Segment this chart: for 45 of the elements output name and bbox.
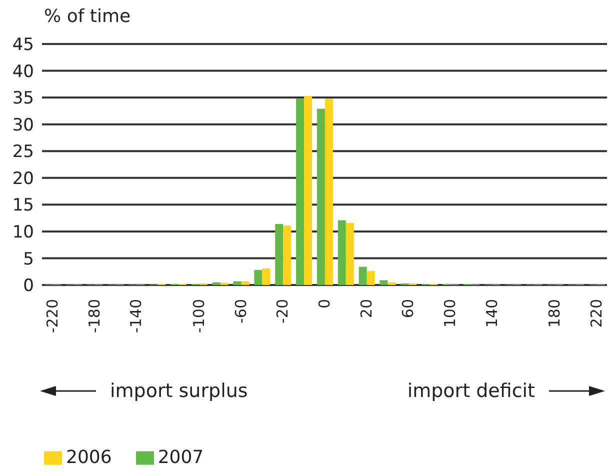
legend-label: 2007: [158, 447, 204, 468]
y-tick-label: 45: [12, 35, 34, 56]
bar: [233, 281, 242, 285]
legend-label: 2006: [66, 447, 112, 468]
x-tick-label: 140: [482, 299, 501, 328]
y-axis-title: % of time: [44, 6, 131, 27]
bar: [254, 270, 262, 285]
y-tick-label: 10: [12, 222, 34, 242]
bar: [241, 281, 250, 285]
y-tick-label: 40: [12, 62, 34, 82]
x-tick-label: -20: [274, 299, 292, 324]
x-tick-label: 60: [399, 299, 418, 318]
x-tick-label: 220: [588, 299, 606, 328]
bar: [380, 280, 388, 285]
y-tick-label: 25: [12, 142, 34, 162]
x-tick-label: -220: [43, 299, 62, 334]
bar: [212, 282, 220, 285]
x-tick-label: -60: [232, 299, 250, 324]
x-tick-label: -140: [127, 299, 146, 334]
x-tick-label: -180: [85, 299, 104, 334]
bar: [366, 271, 375, 285]
x-tick-label: 100: [441, 299, 460, 328]
bar: [324, 98, 333, 285]
bar: [346, 222, 354, 285]
x-tick-label: 20: [357, 299, 376, 318]
y-tick-label: 15: [12, 196, 34, 216]
bar: [275, 224, 284, 285]
bar: [338, 220, 346, 285]
bar: [358, 266, 367, 285]
x-tick-label: 180: [546, 299, 564, 328]
text: import deficit: [407, 380, 535, 402]
y-tick-label: 20: [12, 168, 34, 189]
y-tick-label: 0: [23, 276, 34, 296]
y-tick-label: 5: [23, 249, 34, 270]
bar: [262, 268, 270, 285]
bar: [296, 98, 304, 285]
bar: [304, 96, 312, 285]
y-tick-label: 30: [12, 115, 34, 136]
text: import surplus: [110, 380, 248, 402]
x-tick-label: 0: [316, 299, 334, 309]
x-tick-label: -100: [190, 299, 208, 334]
bar: [316, 108, 325, 285]
y-tick-label: 35: [12, 88, 34, 109]
bar: [388, 282, 396, 285]
bar: [283, 226, 292, 285]
